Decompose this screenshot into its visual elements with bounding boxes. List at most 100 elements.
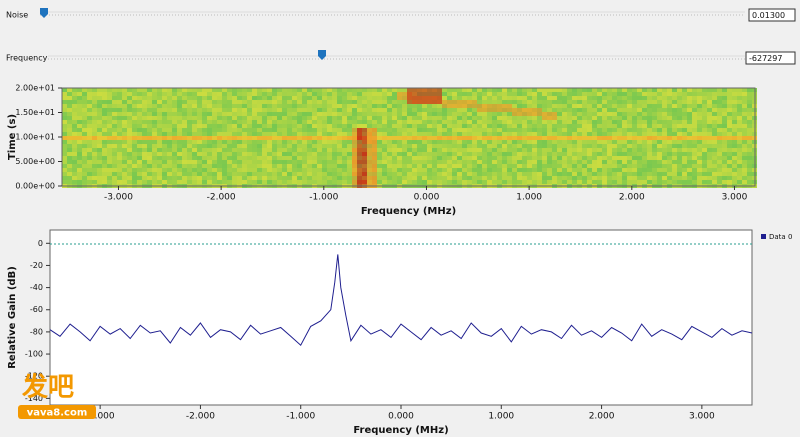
waterfall-cell — [617, 164, 622, 168]
waterfall-cell — [252, 148, 257, 152]
waterfall-cell — [592, 180, 597, 184]
waterfall-cell — [352, 140, 357, 144]
waterfall-cell — [302, 140, 307, 144]
waterfall-cell — [187, 176, 192, 180]
waterfall-cell — [417, 180, 422, 184]
waterfall-cell — [667, 100, 672, 104]
waterfall-cell — [727, 120, 732, 124]
waterfall-cell — [307, 156, 312, 160]
waterfall-cell — [437, 156, 442, 160]
waterfall-cell — [302, 152, 307, 156]
waterfall-cell — [472, 156, 477, 160]
waterfall-cell — [607, 104, 612, 108]
waterfall-cell — [547, 96, 552, 100]
waterfall-cell — [417, 124, 422, 128]
waterfall-cell — [572, 88, 577, 92]
waterfall-cell — [612, 140, 617, 144]
waterfall-cell — [187, 180, 192, 184]
waterfall-cell — [727, 108, 732, 112]
waterfall-cell — [427, 140, 432, 144]
waterfall-cell — [522, 100, 527, 104]
waterfall-cell — [122, 104, 127, 108]
frequency-spinbox[interactable] — [745, 51, 796, 65]
noise-value[interactable]: 0.01300 — [752, 11, 785, 20]
waterfall-cell — [377, 168, 382, 172]
waterfall-cell — [632, 136, 637, 140]
waterfall-cell — [667, 116, 672, 120]
waterfall-cell — [192, 100, 197, 104]
waterfall-cell — [562, 180, 567, 184]
waterfall-cell — [687, 88, 692, 92]
waterfall-cell — [467, 92, 472, 96]
waterfall-cell — [692, 140, 697, 144]
waterfall-cell — [627, 116, 632, 120]
waterfall-cell — [687, 116, 692, 120]
waterfall-cell — [257, 96, 262, 100]
waterfall-cell — [67, 168, 72, 172]
waterfall-cell — [227, 128, 232, 132]
waterfall-cell — [337, 144, 342, 148]
waterfall-cell — [72, 120, 77, 124]
waterfall-cell — [147, 128, 152, 132]
waterfall-cell — [77, 152, 82, 156]
waterfall-cell — [557, 108, 562, 112]
waterfall-cell — [447, 92, 452, 96]
waterfall-cell — [122, 136, 127, 140]
waterfall-cell — [372, 164, 377, 168]
waterfall-cell — [562, 112, 567, 116]
waterfall-cell — [607, 120, 612, 124]
waterfall-cell — [557, 120, 562, 124]
waterfall-cell — [552, 152, 557, 156]
waterfall-cell — [477, 168, 482, 172]
waterfall-cell — [612, 164, 617, 168]
waterfall-cell — [237, 124, 242, 128]
waterfall-cell — [362, 148, 367, 152]
waterfall-cell — [242, 108, 247, 112]
waterfall-cell — [202, 180, 207, 184]
waterfall-cell — [142, 104, 147, 108]
waterfall-cell — [632, 112, 637, 116]
noise-spinbox[interactable] — [748, 8, 796, 22]
waterfall-cell — [367, 120, 372, 124]
waterfall-cell — [92, 100, 97, 104]
waterfall-cell — [102, 128, 107, 132]
waterfall-cell — [182, 88, 187, 92]
waterfall-cell — [567, 116, 572, 120]
waterfall-cell — [492, 92, 497, 96]
waterfall-cell — [147, 132, 152, 136]
waterfall-cell — [107, 132, 112, 136]
waterfall-cell — [327, 120, 332, 124]
waterfall-cell — [287, 156, 292, 160]
waterfall-cell — [197, 92, 202, 96]
waterfall-cell — [137, 124, 142, 128]
waterfall-cell — [487, 168, 492, 172]
waterfall-cell — [257, 108, 262, 112]
frequency-handle[interactable] — [318, 50, 326, 60]
waterfall-cell — [172, 116, 177, 120]
waterfall-cell — [357, 176, 362, 180]
waterfall-cell — [232, 112, 237, 116]
waterfall-cell — [702, 100, 707, 104]
waterfall-cell — [477, 132, 482, 136]
waterfall-cell — [172, 124, 177, 128]
waterfall-cell — [647, 152, 652, 156]
waterfall-cell — [722, 116, 727, 120]
waterfall-cell — [607, 112, 612, 116]
waterfall-cell — [237, 108, 242, 112]
waterfall-cell — [192, 116, 197, 120]
waterfall-cell — [437, 180, 442, 184]
frequency-value[interactable]: -627297 — [749, 54, 782, 63]
waterfall-cell — [587, 96, 592, 100]
waterfall-cell — [417, 140, 422, 144]
waterfall-cell — [687, 112, 692, 116]
waterfall-cell — [377, 136, 382, 140]
waterfall-cell — [67, 148, 72, 152]
waterfall-cell — [647, 108, 652, 112]
noise-handle[interactable] — [40, 8, 48, 18]
waterfall-cell — [677, 144, 682, 148]
waterfall-cell — [362, 88, 367, 92]
waterfall-cell — [197, 180, 202, 184]
waterfall-cell — [127, 128, 132, 132]
waterfall-cell — [582, 144, 587, 148]
waterfall-cell — [297, 88, 302, 92]
